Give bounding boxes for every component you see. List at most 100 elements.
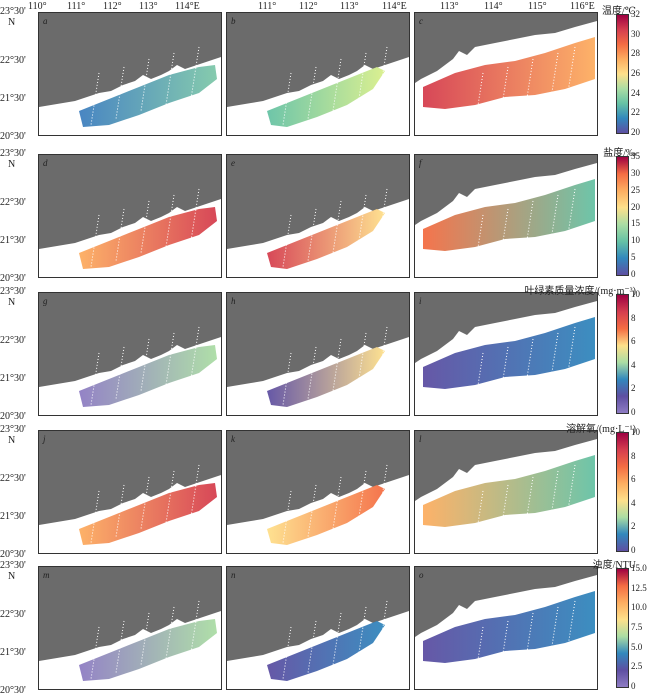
lat-label: 22°30' (0, 609, 26, 620)
colorbar-tick: 10.0 (631, 602, 647, 613)
lat-label: 22°30' (0, 473, 26, 484)
lat-label: 23°30' (0, 148, 26, 159)
colorbar-tick: 30 (631, 28, 640, 39)
panel-label: j (43, 434, 46, 444)
lat-label: 23°30' (0, 6, 26, 17)
lat-label: 22°30' (0, 197, 26, 208)
panel-label: a (43, 16, 48, 26)
map-svg (227, 567, 409, 689)
land-area (227, 431, 409, 525)
map-svg (39, 13, 221, 135)
data-field (423, 591, 595, 663)
colorbar-title: 浊度/NTU (592, 560, 636, 571)
map-panel: n (226, 566, 410, 690)
land-area (39, 155, 221, 249)
north-label: N (8, 571, 16, 582)
panel-label: f (419, 158, 422, 168)
lon-label: 113° (440, 1, 459, 12)
map-panel: h (226, 292, 410, 416)
lat-label: 23°30' (0, 286, 26, 297)
panel-label: h (231, 296, 236, 306)
map-svg (39, 567, 221, 689)
map-svg (415, 293, 597, 415)
north-label: N (8, 17, 16, 28)
map-svg (415, 431, 597, 553)
map-panel: g (38, 292, 222, 416)
colorbar (616, 432, 629, 552)
colorbar (616, 14, 629, 134)
colorbar-tick: 0 (631, 545, 636, 555)
land-area (227, 155, 409, 249)
map-svg (227, 293, 409, 415)
data-field (267, 209, 385, 269)
lat-label: 20°30' (0, 685, 26, 696)
colorbar-tick: 6 (631, 336, 636, 347)
colorbar-tick: 0 (631, 681, 636, 691)
map-svg (227, 431, 409, 553)
panel-label: m (43, 570, 50, 580)
panel-label: l (419, 434, 422, 444)
lat-label: 22°30' (0, 55, 26, 66)
map-panel: a (38, 12, 222, 136)
lat-label: 20°30' (0, 411, 26, 422)
data-field (267, 347, 385, 407)
colorbar (616, 294, 629, 414)
map-panel: c (414, 12, 598, 136)
panel-label: b (231, 16, 236, 26)
colorbar-tick: 5 (631, 252, 636, 263)
lat-label: 23°30' (0, 424, 26, 435)
lat-label: 21°30' (0, 511, 26, 522)
land-area (415, 155, 597, 225)
data-field (423, 317, 595, 389)
lon-label: 112° (103, 1, 122, 12)
land-area (415, 13, 597, 83)
colorbar-title: 盐度/‰ (603, 148, 636, 159)
colorbar-tick: 30 (631, 167, 640, 178)
map-svg (39, 155, 221, 277)
colorbar-tick: 26 (631, 68, 640, 78)
colorbar-tick: 4 (631, 497, 636, 508)
lat-label: 21°30' (0, 373, 26, 384)
panel-label: c (419, 16, 423, 26)
lon-label: 116°E (570, 1, 595, 12)
map-panel: d (38, 154, 222, 278)
colorbar-tick: 32 (631, 9, 640, 19)
lat-label: 20°30' (0, 131, 26, 142)
colorbar-tick: 10 (631, 289, 640, 299)
map-panel: e (226, 154, 410, 278)
data-field (267, 67, 385, 127)
colorbar-tick: 6 (631, 474, 636, 485)
data-field (423, 179, 595, 251)
map-panel: i (414, 292, 598, 416)
map-svg (227, 13, 409, 135)
land-area (227, 567, 409, 661)
lon-label: 114°E (382, 1, 407, 12)
panel-label: e (231, 158, 235, 168)
map-panel: l (414, 430, 598, 554)
colorbar-tick: 20 (631, 201, 640, 212)
panel-label: n (231, 570, 236, 580)
colorbar-tick: 2 (631, 521, 636, 532)
colorbar-tick: 0 (631, 407, 636, 417)
colorbar-tick: 20 (631, 127, 640, 137)
map-panel: f (414, 154, 598, 278)
data-field (79, 207, 217, 269)
land-area (227, 293, 409, 387)
lat-label: 23°30' (0, 560, 26, 571)
lat-label: 21°30' (0, 235, 26, 246)
panel-label: i (419, 296, 422, 306)
colorbar-tick: 10 (631, 427, 640, 437)
land-area (415, 567, 597, 637)
panel-label: d (43, 158, 48, 168)
colorbar-tick: 7.5 (631, 622, 643, 632)
colorbar-tick: 2 (631, 383, 636, 394)
lat-label: 20°30' (0, 549, 26, 560)
lon-label: 112° (299, 1, 318, 12)
colorbar-tick: 24 (631, 87, 640, 98)
lon-label: 115° (528, 1, 547, 12)
map-panel: o (414, 566, 598, 690)
colorbar (616, 568, 629, 688)
map-panel: k (226, 430, 410, 554)
lon-label: 113° (139, 1, 158, 12)
lon-label: 111° (67, 1, 86, 12)
